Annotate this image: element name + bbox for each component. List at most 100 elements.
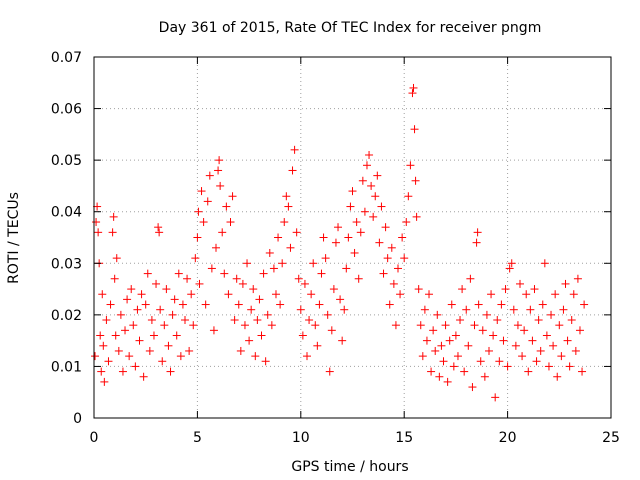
data-point bbox=[104, 357, 113, 366]
data-point bbox=[487, 290, 496, 299]
data-point bbox=[286, 243, 295, 252]
data-point bbox=[137, 290, 146, 299]
data-point bbox=[429, 326, 438, 335]
data-point bbox=[243, 259, 252, 268]
data-point bbox=[553, 372, 562, 381]
data-point bbox=[158, 357, 167, 366]
data-point bbox=[348, 187, 357, 196]
data-point bbox=[311, 321, 320, 330]
data-point bbox=[131, 362, 140, 371]
data-point bbox=[253, 316, 262, 325]
data-point bbox=[350, 248, 359, 257]
data-point bbox=[559, 305, 568, 314]
data-point bbox=[174, 269, 183, 278]
data-point bbox=[398, 233, 407, 242]
data-point bbox=[497, 300, 506, 309]
data-point bbox=[443, 377, 452, 386]
y-tick-label: 0.03 bbox=[51, 256, 82, 272]
data-point bbox=[573, 274, 582, 283]
data-point bbox=[245, 336, 254, 345]
data-point bbox=[456, 316, 465, 325]
data-point bbox=[274, 233, 283, 242]
data-point bbox=[575, 326, 584, 335]
data-point bbox=[191, 254, 200, 263]
data-point bbox=[462, 305, 471, 314]
data-point bbox=[197, 187, 206, 196]
data-point bbox=[491, 393, 500, 402]
y-tick-label: 0.01 bbox=[51, 359, 82, 375]
data-point bbox=[195, 279, 204, 288]
data-point bbox=[96, 331, 105, 340]
data-point bbox=[567, 316, 576, 325]
data-point bbox=[183, 274, 192, 283]
data-point bbox=[91, 352, 100, 361]
data-point bbox=[540, 259, 549, 268]
data-point bbox=[296, 305, 305, 314]
data-point bbox=[416, 321, 425, 330]
data-point bbox=[305, 316, 314, 325]
data-point bbox=[298, 331, 307, 340]
data-point bbox=[435, 372, 444, 381]
data-point bbox=[112, 254, 121, 263]
axis-ticks bbox=[93, 56, 612, 419]
y-tick-label: 0.07 bbox=[51, 50, 82, 66]
data-point bbox=[389, 279, 398, 288]
data-point bbox=[114, 346, 123, 355]
data-point bbox=[362, 161, 371, 170]
data-point bbox=[220, 269, 229, 278]
data-point bbox=[238, 279, 247, 288]
data-point bbox=[218, 228, 227, 237]
data-point bbox=[300, 279, 309, 288]
data-point bbox=[522, 290, 531, 299]
data-point bbox=[478, 326, 487, 335]
tick-labels: 0 5 10 15 20 25 0 0.01 0.02 0.03 0.04 0.05 0.06 0.07 bbox=[51, 50, 620, 446]
data-point bbox=[292, 228, 301, 237]
data-point bbox=[194, 207, 203, 216]
data-point bbox=[251, 352, 260, 361]
data-point bbox=[371, 192, 380, 201]
data-point bbox=[383, 254, 392, 263]
data-point bbox=[162, 285, 171, 294]
data-point bbox=[294, 274, 303, 283]
data-point bbox=[511, 341, 520, 350]
data-point bbox=[420, 305, 429, 314]
data-point bbox=[451, 331, 460, 340]
data-point bbox=[551, 290, 560, 299]
data-point bbox=[360, 207, 369, 216]
data-point bbox=[516, 279, 525, 288]
data-point bbox=[193, 233, 202, 242]
plot-frame bbox=[93, 56, 612, 419]
data-point bbox=[493, 316, 502, 325]
data-point bbox=[458, 285, 467, 294]
data-point bbox=[160, 321, 169, 330]
data-point bbox=[571, 346, 580, 355]
data-point bbox=[288, 166, 297, 175]
data-point bbox=[215, 156, 224, 165]
data-point bbox=[538, 300, 547, 309]
data-point bbox=[135, 336, 144, 345]
data-point bbox=[338, 336, 347, 345]
x-tick-label: 5 bbox=[193, 430, 202, 446]
data-point bbox=[278, 259, 287, 268]
data-point bbox=[344, 233, 353, 242]
data-point bbox=[143, 269, 152, 278]
data-point bbox=[125, 352, 134, 361]
chart-title: Day 361 of 2015, Rate Of TEC Index for r… bbox=[159, 20, 542, 36]
x-tick-label: 10 bbox=[292, 430, 310, 446]
data-point bbox=[530, 285, 539, 294]
data-point bbox=[536, 346, 545, 355]
data-point bbox=[267, 321, 276, 330]
data-point bbox=[230, 316, 239, 325]
data-point bbox=[387, 243, 396, 252]
data-point bbox=[412, 212, 421, 221]
data-point bbox=[544, 362, 553, 371]
data-point bbox=[358, 176, 367, 185]
data-point bbox=[203, 197, 212, 206]
data-point bbox=[156, 305, 165, 314]
data-point bbox=[542, 331, 551, 340]
y-axis-title: ROTI / TECUs bbox=[6, 192, 22, 284]
data-point bbox=[315, 300, 324, 309]
data-point bbox=[259, 269, 268, 278]
data-point bbox=[385, 300, 394, 309]
data-point bbox=[94, 228, 103, 237]
